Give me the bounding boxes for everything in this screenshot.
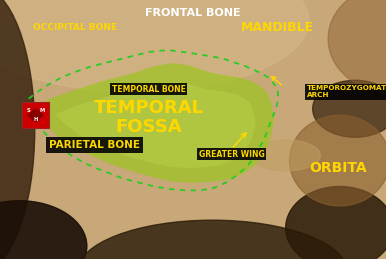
Text: PARIETAL BONE: PARIETAL BONE: [49, 140, 140, 150]
Text: TEMPOROZYGOMATIC
ARCH: TEMPOROZYGOMATIC ARCH: [307, 85, 386, 98]
Text: OCCIPITAL BONE: OCCIPITAL BONE: [33, 23, 117, 32]
Ellipse shape: [290, 115, 386, 206]
Ellipse shape: [0, 201, 87, 259]
Ellipse shape: [328, 0, 386, 91]
Text: GREATER WING: GREATER WING: [199, 150, 264, 159]
Polygon shape: [26, 107, 45, 123]
Text: TEMPORAL
FOSSA: TEMPORAL FOSSA: [94, 99, 203, 136]
Ellipse shape: [286, 186, 386, 259]
Ellipse shape: [0, 0, 309, 92]
Ellipse shape: [0, 0, 35, 259]
Text: FRONTAL BONE: FRONTAL BONE: [145, 8, 241, 18]
Text: M: M: [40, 108, 45, 113]
Polygon shape: [31, 63, 274, 183]
Ellipse shape: [251, 140, 320, 171]
Text: H: H: [33, 117, 38, 122]
Text: TEMPORAL BONE: TEMPORAL BONE: [112, 85, 186, 94]
FancyBboxPatch shape: [22, 102, 49, 128]
Text: MANDIBLE: MANDIBLE: [241, 21, 315, 34]
Polygon shape: [56, 82, 256, 168]
Ellipse shape: [313, 80, 386, 137]
Ellipse shape: [77, 220, 347, 259]
Text: ORBITA: ORBITA: [309, 161, 367, 175]
Text: S: S: [27, 108, 30, 113]
